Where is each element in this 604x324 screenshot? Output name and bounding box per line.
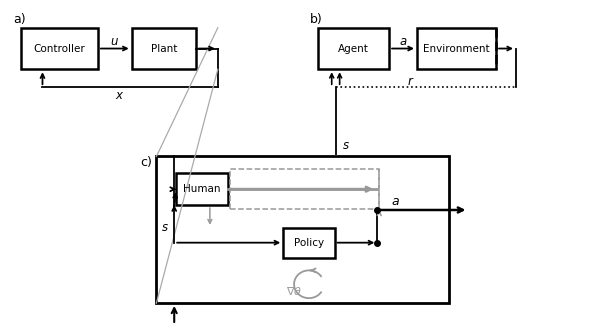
Text: Human: Human [183, 184, 220, 194]
Text: $\mathit{r}$: $\mathit{r}$ [407, 75, 415, 88]
Text: a): a) [13, 13, 25, 26]
Bar [230, 169, 379, 209]
Text: $\mathit{a}$: $\mathit{a}$ [399, 35, 407, 48]
Text: $\mathit{s}$: $\mathit{s}$ [161, 221, 169, 234]
Bar [21, 28, 98, 69]
Text: $\nabla\theta$: $\nabla\theta$ [286, 285, 302, 297]
Text: Policy: Policy [294, 238, 324, 248]
Bar [176, 173, 228, 205]
Text: $\mathit{s}$: $\mathit{s}$ [342, 139, 350, 152]
Bar [318, 28, 389, 69]
Text: Agent: Agent [338, 43, 369, 53]
Text: c): c) [141, 156, 152, 169]
Text: $\mathit{x}$: $\mathit{x}$ [115, 88, 124, 102]
Bar [156, 156, 449, 303]
Text: Environment: Environment [423, 43, 490, 53]
Bar [283, 228, 335, 258]
Bar [417, 28, 496, 69]
Text: $\mathit{a}$: $\mathit{a}$ [391, 195, 399, 208]
Bar [132, 28, 196, 69]
Text: $\mathit{u}$: $\mathit{u}$ [111, 35, 119, 48]
Text: Controller: Controller [33, 43, 85, 53]
Text: b): b) [310, 13, 323, 26]
Text: Plant: Plant [150, 43, 177, 53]
